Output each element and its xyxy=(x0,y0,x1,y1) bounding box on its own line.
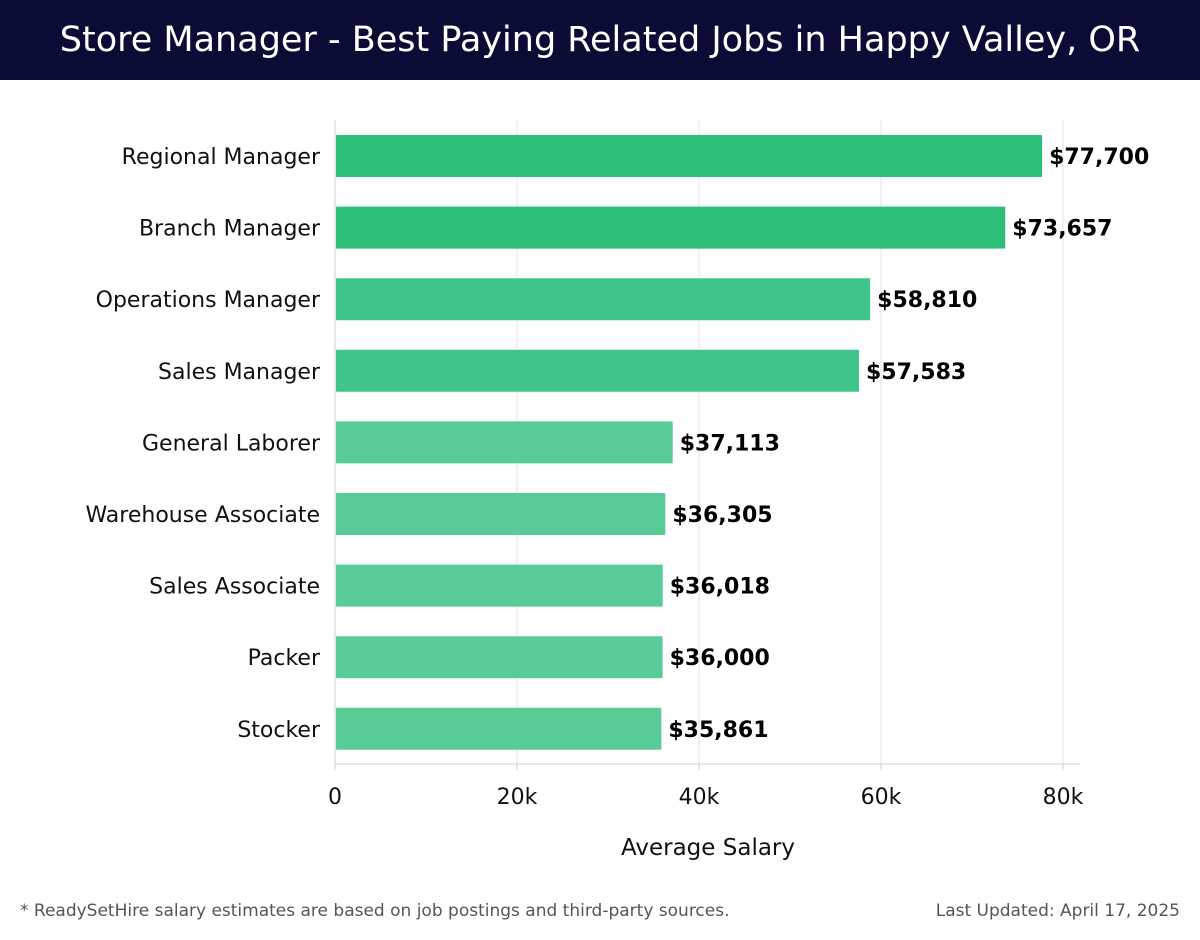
bar xyxy=(336,636,663,679)
bar xyxy=(336,278,871,321)
value-label: $73,657 xyxy=(1012,217,1112,242)
bar xyxy=(336,135,1043,177)
x-tick-label: 80k xyxy=(1043,785,1084,810)
category-label: Sales Associate xyxy=(149,575,320,600)
value-label: $57,583 xyxy=(866,360,966,385)
value-label: $77,700 xyxy=(1049,145,1149,170)
bar xyxy=(336,206,1006,249)
salary-bar-chart: Regional Manager $77,700 Branch Manager $73… xyxy=(85,120,1149,861)
x-tick-label: 0 xyxy=(328,785,342,810)
bar xyxy=(336,707,662,750)
bar xyxy=(336,421,673,464)
category-label: Regional Manager xyxy=(122,145,321,170)
category-label: Warehouse Associate xyxy=(85,503,320,528)
bar xyxy=(336,493,666,535)
last-updated: Last Updated: April 17, 2025 xyxy=(935,901,1180,921)
category-label: General Laborer xyxy=(142,431,321,456)
category-label: Stocker xyxy=(237,718,321,743)
x-tick-label: 60k xyxy=(861,785,902,810)
footer-note: * ReadySetHire salary estimates are base… xyxy=(20,901,730,921)
category-label: Sales Manager xyxy=(158,360,321,385)
category-label: Operations Manager xyxy=(96,288,321,313)
x-tick-label: 40k xyxy=(679,785,720,810)
category-label: Packer xyxy=(248,646,321,671)
category-label: Branch Manager xyxy=(139,217,321,242)
x-axis-label: Average Salary xyxy=(621,835,795,861)
value-label: $36,018 xyxy=(670,575,770,600)
value-label: $36,000 xyxy=(670,646,770,671)
x-tick-label: 20k xyxy=(497,785,538,810)
value-label: $35,861 xyxy=(668,718,768,743)
bar xyxy=(336,564,663,607)
value-label: $36,305 xyxy=(672,503,772,528)
value-label: $58,810 xyxy=(877,288,977,313)
chart-title: Store Manager - Best Paying Related Jobs… xyxy=(59,20,1141,60)
bar xyxy=(336,349,860,392)
chart-header: Store Manager - Best Paying Related Jobs… xyxy=(0,0,1200,80)
value-label: $37,113 xyxy=(680,431,780,456)
